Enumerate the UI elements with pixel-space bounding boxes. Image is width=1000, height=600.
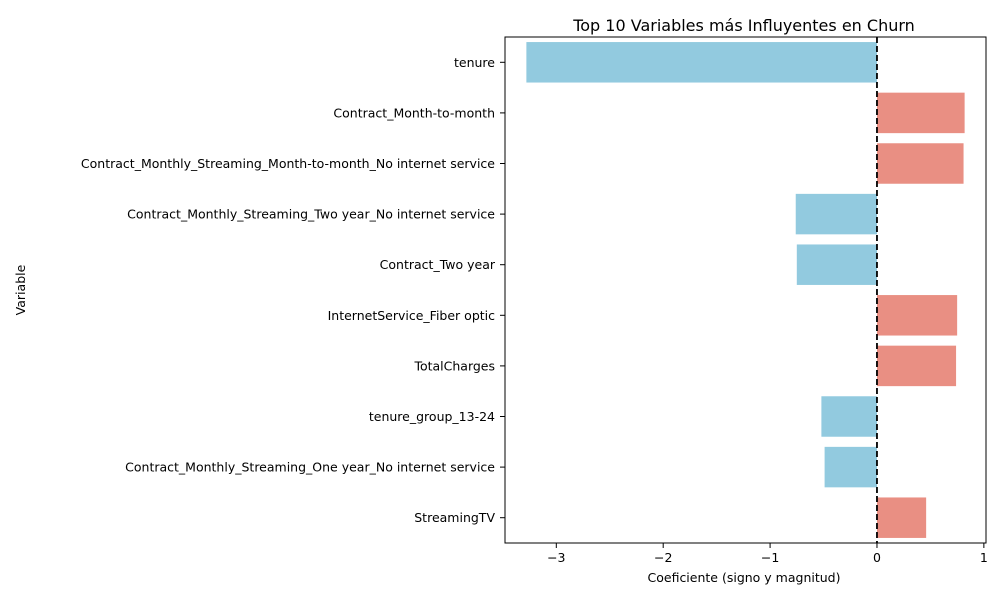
x-tick-label: 1 <box>980 550 988 565</box>
bar-8 <box>824 446 877 488</box>
bar-7 <box>821 396 877 437</box>
y-tick-label: TotalCharges <box>413 358 495 373</box>
y-tick-label: Contract_Month-to-month <box>333 105 495 120</box>
bar-9 <box>876 497 927 538</box>
bar-3 <box>795 193 877 235</box>
y-axis-label: Variable <box>13 264 28 315</box>
y-axis-ticks: tenure Contract_Month-to-month Contract_Mo… <box>81 55 505 525</box>
bar-4 <box>796 244 877 285</box>
plot-frame <box>504 36 987 544</box>
x-axis-ticks: −3 −2 −1 0 1 <box>547 543 988 565</box>
bar-1 <box>876 92 965 134</box>
x-tick-label: 0 <box>873 550 881 565</box>
y-tick-label: StreamingTV <box>414 510 495 525</box>
bar-6 <box>876 345 957 387</box>
y-tick-label: InternetService_Fiber optic <box>328 308 496 323</box>
y-tick-label: Contract_Two year <box>380 257 496 272</box>
x-tick-label: −1 <box>761 550 779 565</box>
y-tick-label: Contract_Monthly_Streaming_Two year_No i… <box>127 207 495 222</box>
x-tick-label: −3 <box>547 550 565 565</box>
x-axis-label: Coeficiente (signo y magnitud) <box>648 570 841 585</box>
y-tick-label: tenure <box>454 55 495 70</box>
bar-5 <box>876 295 958 336</box>
x-tick-label: −2 <box>654 550 672 565</box>
bar-2 <box>876 143 964 184</box>
y-tick-label: Contract_Monthly_Streaming_One year_No i… <box>125 460 495 475</box>
y-tick-label: tenure_group_13-24 <box>369 409 495 424</box>
y-tick-label: Contract_Monthly_Streaming_Month-to-mont… <box>81 156 495 171</box>
bar-0 <box>526 42 877 83</box>
bars-group <box>526 42 965 538</box>
axes-frame <box>504 36 987 544</box>
chart-title: Top 10 Variables más Influyentes en Chur… <box>572 16 915 35</box>
